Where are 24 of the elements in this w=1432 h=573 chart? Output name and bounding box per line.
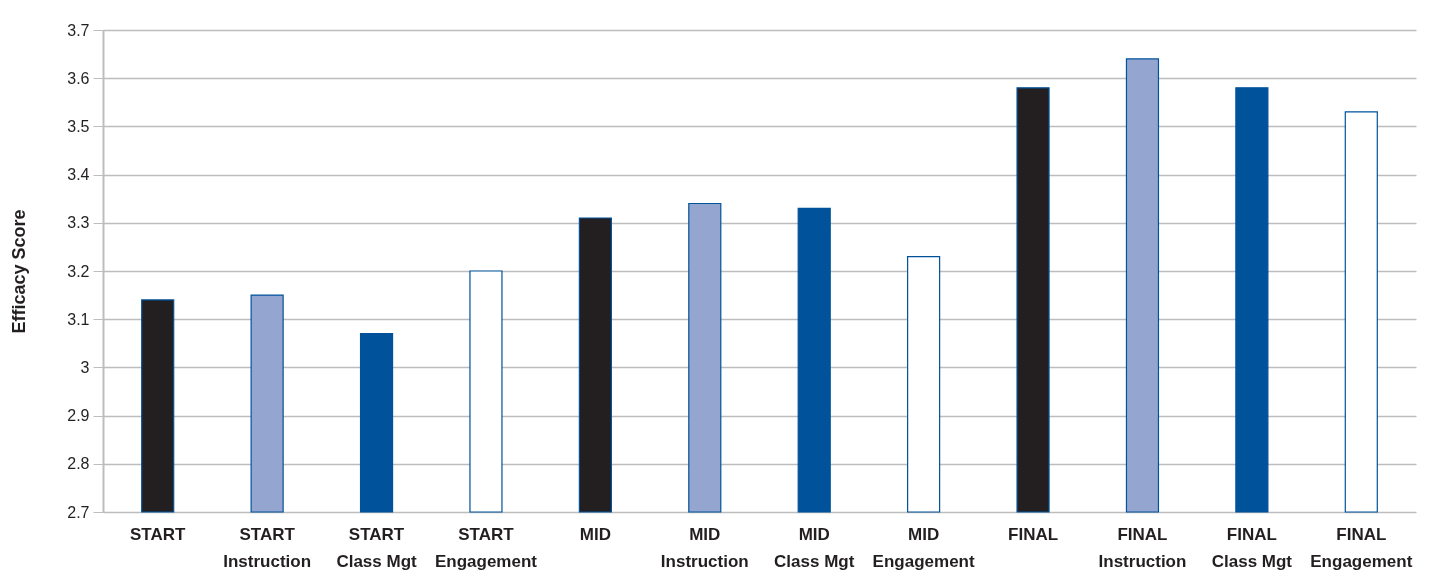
x-tick-label: FINAL Engagement	[1310, 524, 1413, 571]
x-tick-label: MID Class Mgt	[774, 524, 855, 571]
y-tick-label: 3	[80, 358, 90, 376]
x-tick-label: FINAL Instruction	[1098, 524, 1187, 571]
y-tick-label: 3.7	[67, 21, 90, 39]
x-tick-label: MID Engagement	[872, 524, 975, 571]
y-tick-label: 3.2	[67, 262, 90, 280]
y-tick-label: 2.7	[67, 503, 90, 521]
x-tick-label: MID	[579, 524, 611, 544]
x-tick-label: FINAL Class Mgt	[1211, 524, 1293, 571]
y-tick-label: 3.3	[67, 214, 90, 232]
y-tick-label: 3.1	[67, 310, 90, 328]
x-tick-label: START Engagement	[434, 524, 538, 571]
y-tick-label: 3.5	[67, 117, 90, 135]
x-tick-label: FINAL	[1008, 524, 1059, 544]
y-tick-label: 3.4	[67, 166, 90, 184]
x-tick-label: START Instruction	[223, 524, 312, 571]
x-tick-label: MID Instruction	[660, 524, 749, 571]
y-tick-label: 2.8	[67, 455, 90, 473]
x-tick-label: START Class Mgt	[336, 524, 418, 571]
x-tick-label: START	[130, 524, 187, 544]
y-axis-title: Efficacy Score	[9, 209, 30, 334]
y-tick-label: 2.9	[67, 407, 90, 425]
y-tick-label: 3.6	[67, 69, 90, 87]
